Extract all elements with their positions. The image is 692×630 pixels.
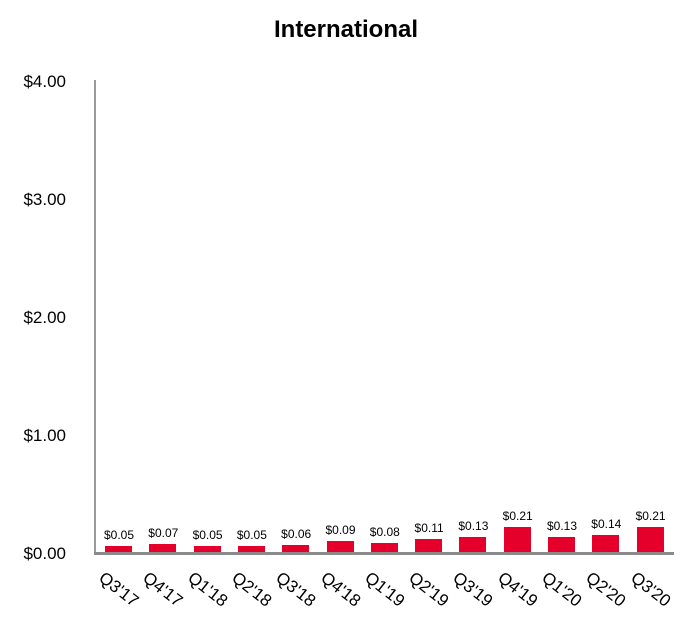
bar: [592, 535, 620, 552]
bar: [548, 537, 575, 552]
bar: [370, 543, 398, 552]
x-tick-label: Q4'18: [316, 568, 364, 611]
bar-value-label: $0.13: [458, 519, 489, 533]
bar: [282, 545, 310, 552]
y-tick-label: $4.00: [23, 72, 66, 91]
bar: [237, 546, 265, 552]
bar-value-label: $0.21: [635, 509, 666, 523]
y-axis-line: [94, 80, 96, 554]
y-tick-label: $0.00: [23, 544, 66, 563]
x-tick-label: Q4'17: [139, 568, 187, 611]
bar: [105, 546, 132, 552]
x-tick-label: Q1'18: [183, 568, 231, 611]
bar-value-label: $0.13: [546, 519, 578, 533]
bar: [415, 539, 443, 552]
bar: [193, 546, 221, 552]
bar-value-label: $0.07: [148, 526, 179, 540]
bar: [503, 527, 531, 552]
y-tick-label: $3.00: [23, 190, 66, 209]
x-tick-label: Q4'19: [493, 568, 542, 611]
bar-value-label: $0.08: [369, 525, 400, 539]
bar-value-label: $0.05: [103, 528, 135, 542]
bar-value-label: $0.06: [281, 527, 312, 541]
chart-title: International: [273, 16, 418, 43]
bar-value-label: $0.11: [414, 521, 444, 535]
x-tick-label: Q1'20: [538, 568, 586, 611]
bar: [326, 541, 354, 552]
x-tick-label: Q3'18: [272, 568, 320, 611]
bar: [459, 537, 487, 552]
bar-value-label: $0.09: [325, 523, 356, 537]
x-tick-label: Q2'18: [228, 568, 276, 611]
x-tick-label: Q2'19: [405, 568, 453, 611]
x-tick-label: Q3'17: [95, 568, 143, 611]
bar-value-label: $0.14: [591, 517, 622, 531]
bar-value-label: $0.05: [192, 528, 223, 542]
x-axis-line: [94, 552, 674, 555]
x-tick-label: Q3'20: [626, 568, 674, 611]
y-tick-label: $2.00: [23, 308, 66, 327]
x-tick-label: Q1'19: [361, 568, 409, 611]
bar-value-label: $0.05: [236, 528, 267, 542]
bar: [636, 527, 664, 552]
x-tick-label: Q3'19: [449, 568, 497, 611]
bar: [149, 544, 177, 552]
y-tick-label: $1.00: [23, 426, 66, 445]
x-tick-label: Q2'20: [582, 568, 630, 611]
bar-value-label: $0.21: [502, 509, 533, 523]
